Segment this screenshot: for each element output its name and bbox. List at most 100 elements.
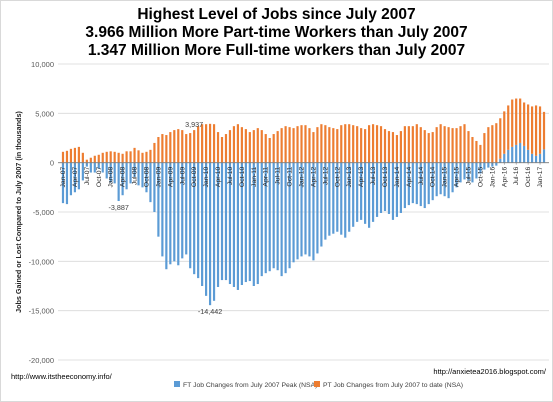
pt-bar bbox=[177, 129, 180, 163]
ft-bar bbox=[308, 162, 311, 257]
y-tick-label: 0 bbox=[50, 159, 54, 168]
pt-bar bbox=[511, 99, 514, 147]
x-tick-label: Jan-12 bbox=[299, 166, 306, 187]
ft-bar bbox=[530, 153, 534, 163]
pt-bar bbox=[276, 131, 279, 163]
ft-bar bbox=[240, 162, 243, 286]
x-tick-label: Jul-16 bbox=[513, 166, 520, 185]
x-tick-label: Oct-08 bbox=[143, 166, 150, 187]
pt-bar bbox=[399, 131, 402, 163]
ft-bar bbox=[403, 162, 406, 209]
x-tick-label: Jan-07 bbox=[60, 166, 67, 187]
pt-bar bbox=[141, 152, 144, 163]
ft-bar bbox=[348, 162, 351, 232]
x-tick-label: Oct-11 bbox=[287, 166, 294, 186]
x-tick-label: Jul-12 bbox=[322, 166, 329, 185]
ft-bar bbox=[201, 162, 204, 286]
pt-bar bbox=[467, 131, 470, 163]
pt-bar bbox=[320, 124, 323, 163]
pt-bar bbox=[240, 127, 243, 163]
pt-bar bbox=[220, 137, 224, 163]
ft-bar bbox=[459, 162, 462, 183]
pt-bar bbox=[360, 128, 363, 163]
pt-bar bbox=[157, 137, 160, 163]
pt-bar bbox=[364, 129, 367, 163]
pt-bar bbox=[61, 151, 65, 163]
ft-bar bbox=[523, 145, 526, 163]
pt-bar bbox=[121, 153, 124, 163]
pt-bar bbox=[97, 154, 100, 163]
pt-bar bbox=[81, 152, 84, 163]
pt-bar bbox=[212, 124, 216, 163]
ft-bar bbox=[205, 162, 208, 296]
ft-bar bbox=[538, 153, 542, 163]
ft-bar bbox=[149, 162, 152, 203]
pt-bar bbox=[447, 127, 450, 163]
ft-bar bbox=[109, 162, 112, 183]
ft-bar bbox=[483, 162, 486, 170]
ft-bar bbox=[276, 162, 279, 271]
pt-bar bbox=[332, 128, 335, 163]
pt-bar bbox=[487, 127, 490, 163]
ft-bar bbox=[356, 162, 359, 222]
ft-bar bbox=[503, 153, 506, 163]
pt-bar bbox=[336, 129, 339, 163]
x-tick-label: Apr-12 bbox=[310, 166, 317, 187]
pt-bar bbox=[296, 126, 299, 163]
pt-bar bbox=[387, 131, 391, 163]
ft-bar bbox=[197, 162, 200, 279]
pt-bar bbox=[129, 151, 132, 163]
pt-bar bbox=[272, 134, 275, 163]
ft-bar bbox=[280, 162, 283, 277]
pt-bar bbox=[93, 155, 96, 163]
ft-bar bbox=[371, 162, 375, 222]
x-tick-label: Jan-13 bbox=[346, 166, 353, 187]
ft-bar bbox=[73, 162, 77, 193]
data-label: 3,937 bbox=[185, 120, 203, 129]
pt-bar bbox=[173, 130, 176, 163]
pt-bar bbox=[65, 150, 69, 163]
pt-bar bbox=[161, 134, 164, 163]
pt-bar bbox=[316, 127, 319, 163]
ft-bar bbox=[105, 162, 108, 179]
y-tick-label: -5,000 bbox=[33, 208, 54, 217]
ft-bar bbox=[487, 162, 490, 168]
ft-bar bbox=[479, 162, 482, 174]
ft-bar bbox=[499, 158, 502, 163]
ft-bar bbox=[125, 162, 128, 190]
ft-bar bbox=[360, 162, 363, 220]
pt-bar bbox=[519, 98, 522, 143]
ft-bar bbox=[232, 162, 236, 287]
pt-bar bbox=[471, 137, 474, 163]
pt-bar bbox=[379, 126, 383, 163]
ft-bar bbox=[69, 162, 73, 196]
ft-bar bbox=[244, 162, 247, 283]
legend-swatch bbox=[314, 381, 320, 387]
ft-bar bbox=[284, 162, 287, 274]
ft-bar bbox=[220, 162, 224, 281]
x-tick-label: Jul-09 bbox=[179, 166, 186, 185]
ft-bar bbox=[368, 162, 371, 228]
pt-bar bbox=[133, 147, 136, 163]
pt-bar bbox=[515, 98, 518, 145]
ft-bar bbox=[391, 162, 395, 220]
ft-bar bbox=[495, 162, 498, 166]
pt-bar bbox=[208, 123, 212, 163]
pt-bar bbox=[185, 134, 188, 163]
pt-bar bbox=[236, 124, 239, 163]
pt-bar bbox=[256, 128, 259, 163]
pt-bar bbox=[419, 127, 422, 163]
pt-bar bbox=[308, 128, 311, 163]
ft-bar bbox=[407, 162, 410, 206]
ft-bar bbox=[141, 162, 144, 188]
ft-bar bbox=[216, 162, 220, 287]
pt-bar bbox=[169, 132, 172, 163]
source-left-url: http://www.itstheeconomy.info/ bbox=[11, 372, 112, 381]
ft-bar bbox=[260, 162, 263, 277]
ft-bar bbox=[228, 162, 232, 285]
ft-bar bbox=[344, 162, 347, 238]
pt-bar bbox=[423, 130, 426, 163]
ft-bar bbox=[379, 162, 383, 213]
ft-bar bbox=[467, 162, 470, 181]
ft-bar bbox=[332, 162, 335, 234]
